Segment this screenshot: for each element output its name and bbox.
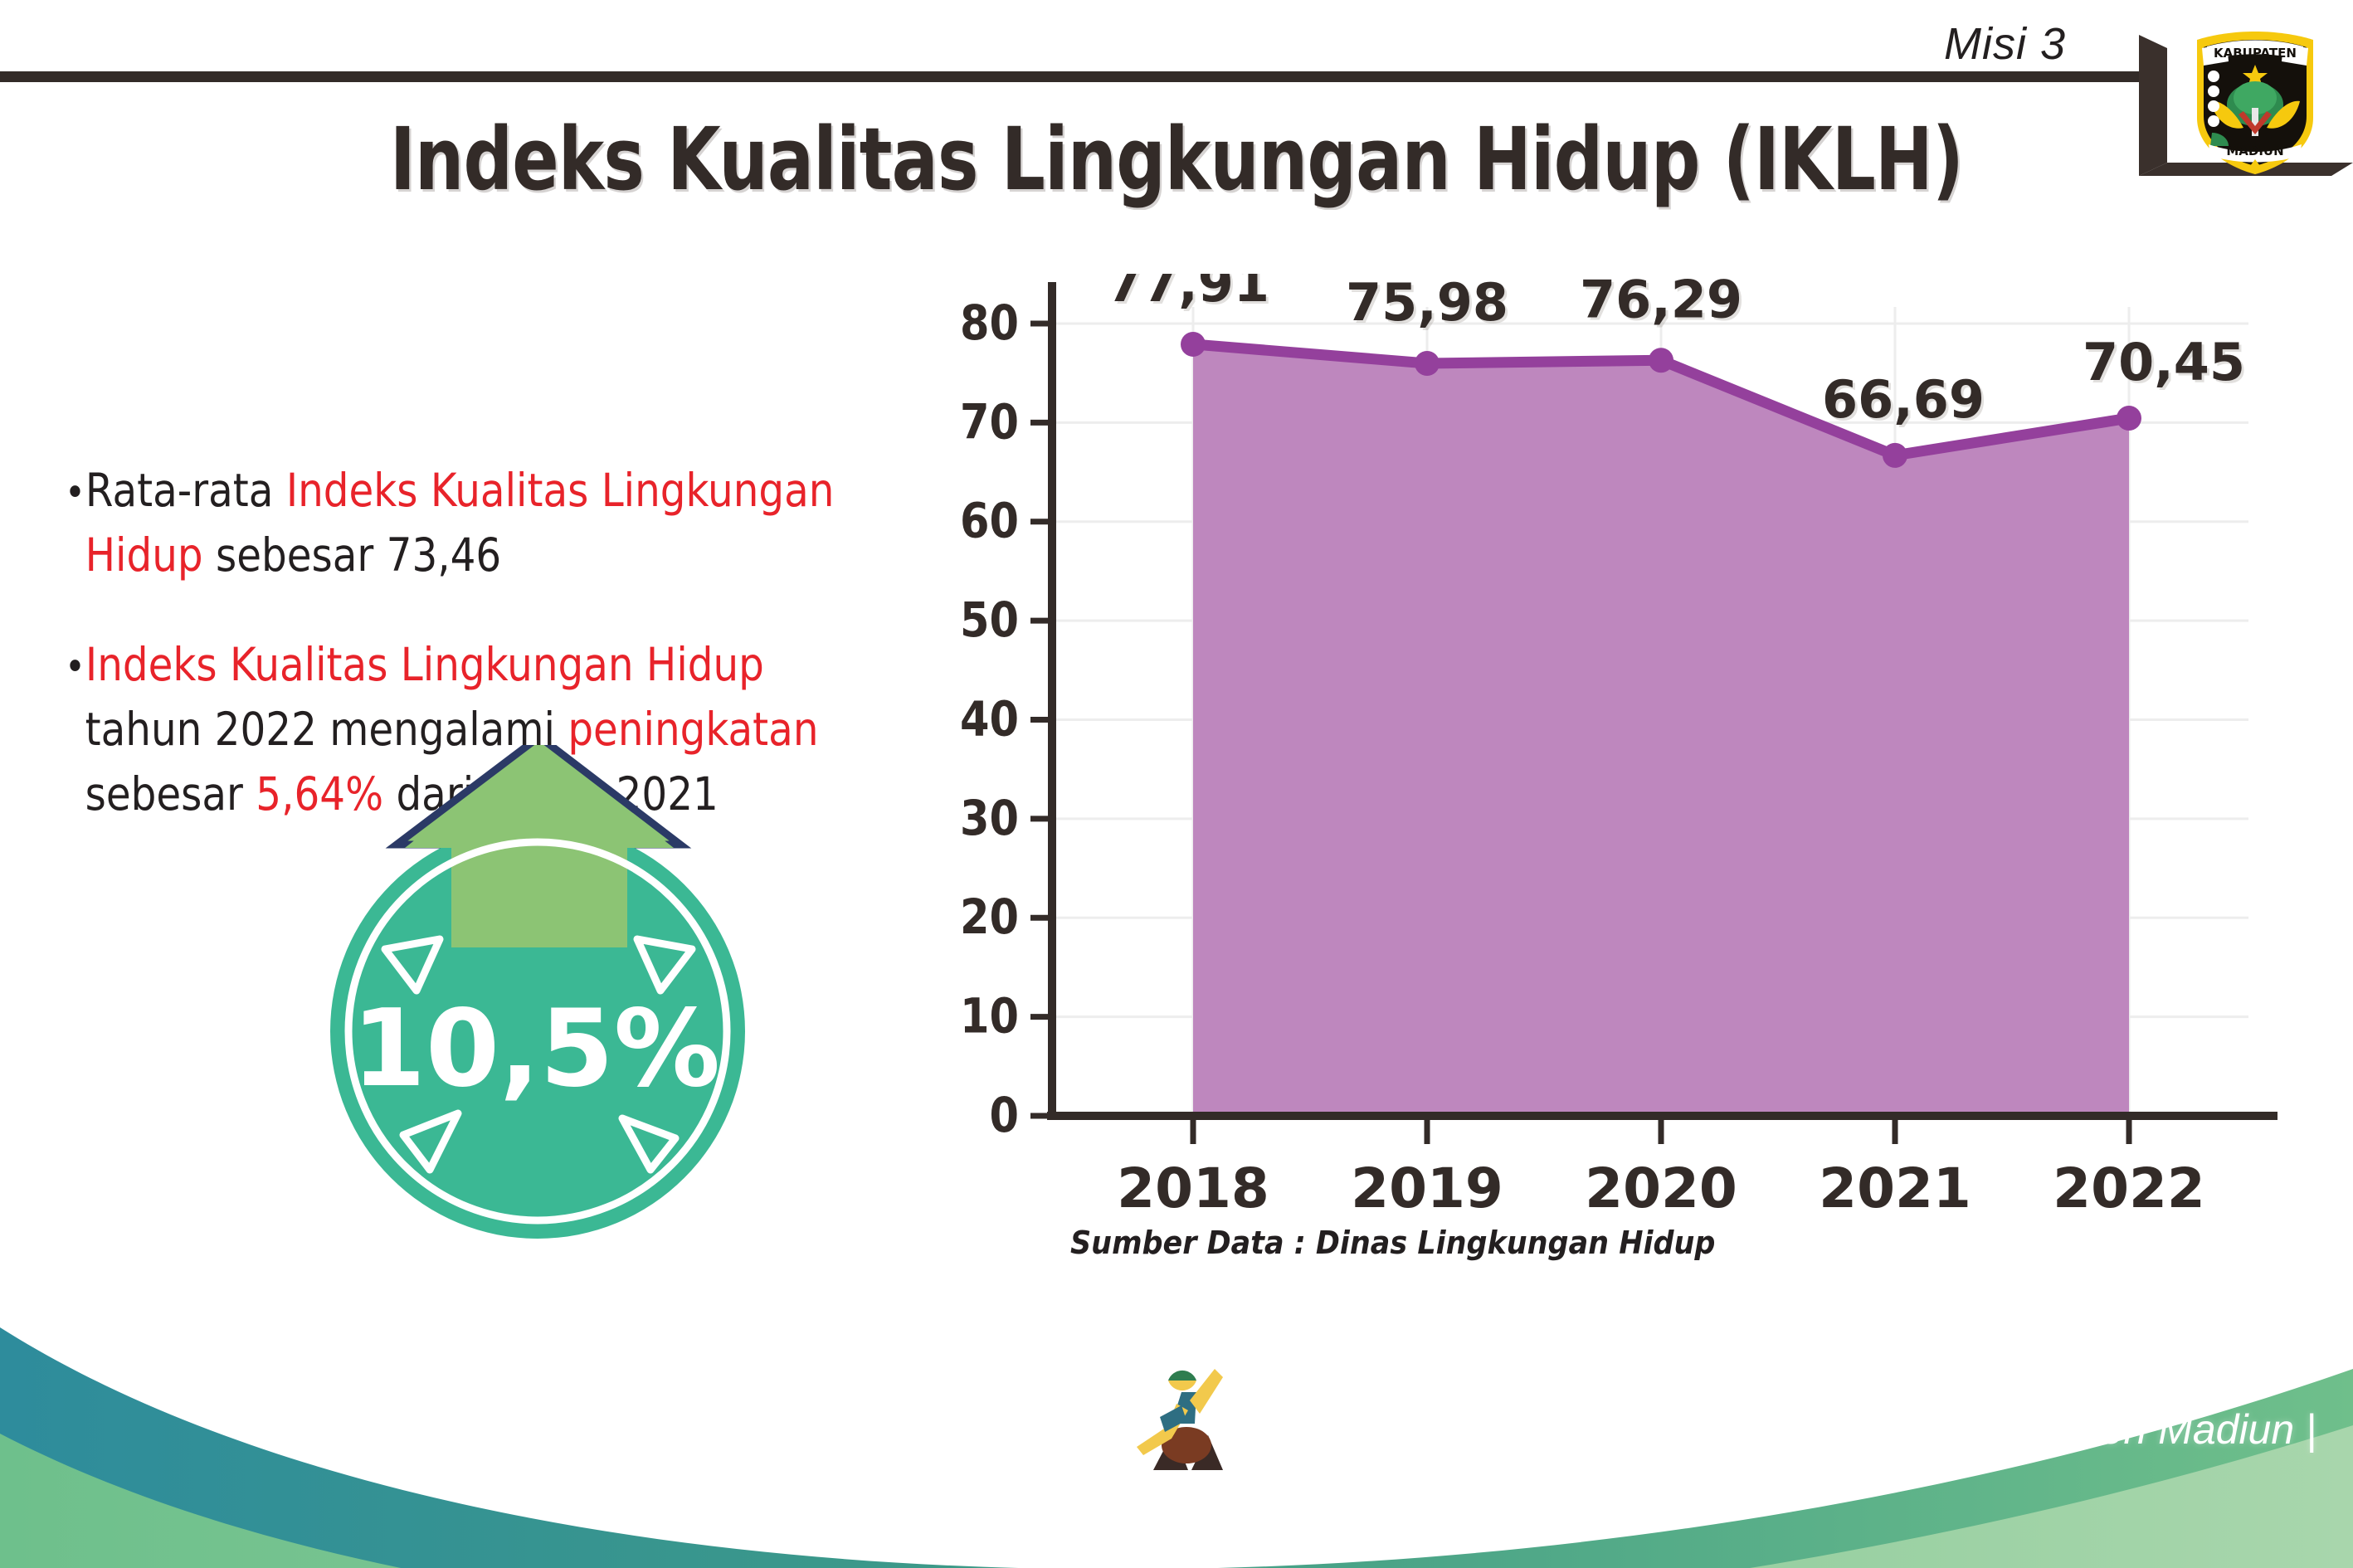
badge-inner-ring bbox=[344, 838, 731, 1225]
badge-value: 10,5% bbox=[352, 987, 720, 1111]
x-tick-label: 2021 bbox=[1819, 1157, 1971, 1211]
footer-caption: Media Infografis Data Statistik Sektoral… bbox=[1220, 1406, 2317, 1453]
data-point-marker bbox=[2117, 406, 2141, 431]
y-tick-label: 80 bbox=[960, 295, 1019, 351]
data-point-marker bbox=[1415, 350, 1440, 376]
bullet-seg-highlight: peningkatan bbox=[568, 703, 819, 757]
y-tick-label: 0 bbox=[989, 1087, 1019, 1143]
header-divider-rule bbox=[0, 71, 2141, 82]
y-tick-label: 10 bbox=[960, 987, 1019, 1044]
x-tick-label: 2019 bbox=[1351, 1157, 1503, 1211]
data-label: 66,69 bbox=[1822, 369, 1985, 430]
y-tick-label: 70 bbox=[960, 393, 1019, 450]
bullet-seg: sebesar 73,46 bbox=[202, 528, 502, 582]
data-point-marker bbox=[1649, 348, 1673, 373]
x-tick-label: 2020 bbox=[1585, 1157, 1737, 1211]
madiun-crest-icon: KABUPATEN MADIUN bbox=[2197, 32, 2313, 174]
bullet-average: •Rata-rata Indeks Kualitas Lingkungan Hi… bbox=[65, 458, 875, 587]
footer-wave-bottom bbox=[0, 1425, 2353, 1568]
data-label: 77,91 bbox=[1107, 274, 1269, 314]
bullet-marker: • bbox=[65, 470, 85, 516]
y-tick-label: 20 bbox=[960, 889, 1019, 945]
chart-source-note: Sumber Data : Dinas Lingkungan Hidup bbox=[1070, 1225, 1716, 1261]
bullet-seg-highlight: Indeks Kualitas Lingkungan Hidup bbox=[85, 638, 764, 692]
crest-top-text: KABUPATEN bbox=[2214, 46, 2297, 61]
bullet-seg-highlight: 5,64% bbox=[256, 767, 384, 821]
statistics-figure-icon bbox=[1137, 1369, 1223, 1470]
iklh-area-chart: 0 10 20 30 40 50 60 70 80 2018 2019 2020 2021 2022 77,… bbox=[954, 253, 2298, 1220]
page-title: Indeks Kualitas Lingkungan Hidup (IKLH) bbox=[389, 109, 1964, 210]
bullet-list: •Rata-rata Indeks Kualitas Lingkungan Hi… bbox=[65, 458, 875, 871]
bullet-seg: sebesar bbox=[85, 767, 256, 821]
x-tick-label: 2018 bbox=[1117, 1157, 1269, 1211]
data-point-marker bbox=[1181, 331, 1206, 357]
data-label: 70,45 bbox=[2083, 332, 2245, 392]
data-label: 76,29 bbox=[1580, 274, 1742, 329]
y-tick-label: 30 bbox=[960, 790, 1019, 846]
bullet-seg-highlight: Indeks Kualitas Lingkungan Hidup bbox=[85, 464, 835, 582]
x-tick-label: 2022 bbox=[2053, 1157, 2205, 1211]
y-tick-label: 60 bbox=[960, 493, 1019, 549]
badge-tick-marks bbox=[381, 935, 696, 1174]
footer-band: Media Infografis Data Statistik Sektoral… bbox=[0, 1294, 2353, 1568]
bullet-seg: tahun 2022 mengalami bbox=[85, 703, 568, 757]
y-tick-label: 50 bbox=[960, 592, 1019, 648]
area-fill bbox=[1193, 343, 2129, 1117]
bullet-marker: • bbox=[65, 644, 85, 691]
bullet-seg: Rata-rata bbox=[85, 464, 286, 517]
crest-bottom-text: MADIUN bbox=[2226, 144, 2283, 158]
increase-badge: 10,5% bbox=[305, 732, 770, 1243]
bullet-change: •Indeks Kualitas Lingkungan Hidup tahun … bbox=[65, 632, 875, 826]
misi-label: Misi 3 bbox=[1943, 19, 2066, 69]
y-tick-label: 40 bbox=[960, 690, 1019, 747]
badge-circle bbox=[330, 824, 745, 1239]
data-label: 75,98 bbox=[1346, 274, 1508, 333]
data-point-marker bbox=[1883, 442, 1907, 468]
